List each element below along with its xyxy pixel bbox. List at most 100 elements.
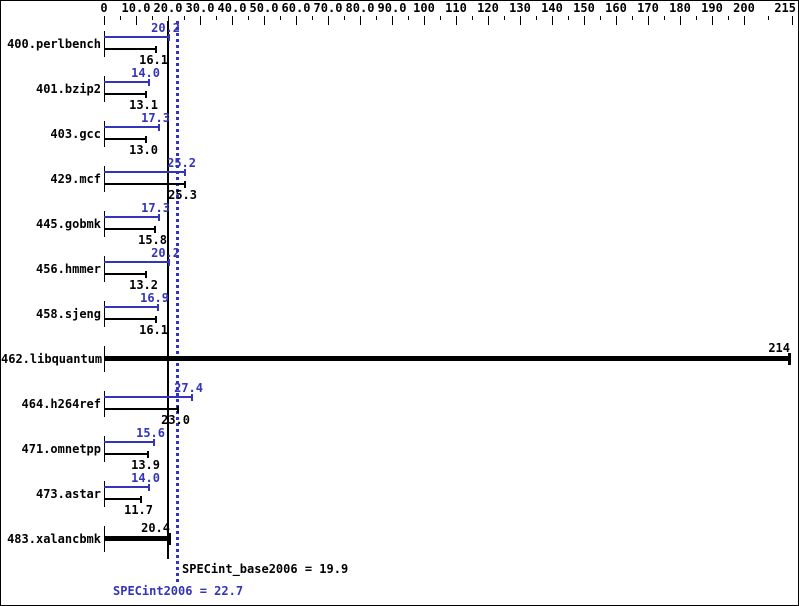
axis-tick-label: 150 — [573, 1, 595, 15]
row-whisker — [104, 211, 105, 237]
axis-tick-label: 40.0 — [217, 1, 247, 15]
base-bar-endcap — [184, 181, 186, 188]
benchmark-label: 458.sjeng — [35, 307, 101, 321]
peak-bar — [104, 441, 154, 443]
benchmark-label: 456.hmmer — [35, 262, 101, 276]
base-bar-endcap — [145, 271, 147, 278]
peak-value-label: 14.0 — [131, 66, 160, 80]
benchmark-label: 471.omnetpp — [21, 442, 101, 456]
peak-value-label: 15.6 — [136, 426, 165, 440]
peak-value-label: 20.2 — [151, 21, 180, 35]
row-whisker — [104, 121, 105, 147]
base-value-label: 13.9 — [131, 458, 160, 472]
base-bar-endcap — [154, 226, 156, 233]
base-bar — [104, 228, 155, 230]
axis-tick-label: 170 — [637, 1, 659, 15]
axis-tick-minor — [248, 16, 249, 20]
base-bar — [104, 273, 146, 275]
peak-bar-endcap — [158, 214, 160, 221]
axis-tick-major — [136, 16, 137, 25]
base-bar — [104, 183, 185, 185]
benchmark-label: 401.bzip2 — [35, 82, 101, 96]
axis-tick-major — [456, 16, 457, 25]
axis-tick-minor — [408, 16, 409, 20]
peak-bar — [104, 306, 158, 308]
benchmark-label: 400.perlbench — [7, 37, 101, 51]
combined-bar-endcap — [788, 353, 791, 365]
row-whisker — [104, 391, 105, 417]
axis-tick-minor — [472, 16, 473, 20]
base-mean-label: SPECint_base2006 = 19.9 — [182, 562, 349, 576]
axis-tick-minor — [728, 16, 729, 20]
base-value-label: 13.1 — [129, 98, 158, 112]
base-value-label: 11.7 — [124, 503, 153, 517]
benchmark-label: 462.libquantum — [1, 352, 103, 366]
axis-tick-major — [712, 16, 713, 25]
axis-tick-major — [360, 16, 361, 25]
base-value-label: 13.0 — [129, 143, 158, 157]
axis-tick-label: 160 — [605, 1, 627, 15]
peak-value-label: 27.4 — [174, 381, 203, 395]
axis-tick-minor — [632, 16, 633, 20]
axis-tick-major — [648, 16, 649, 25]
base-bar-endcap — [177, 406, 179, 413]
axis-tick-major — [104, 16, 105, 25]
row-whisker — [104, 166, 105, 192]
peak-bar-endcap — [191, 394, 193, 401]
axis-tick-label: 60.0 — [281, 1, 311, 15]
peak-bar-endcap — [157, 304, 159, 311]
peak-value-label: 14.0 — [131, 471, 160, 485]
benchmark-label: 473.astar — [35, 487, 101, 501]
peak-bar — [104, 216, 159, 218]
base-bar-endcap — [155, 316, 157, 323]
peak-bar-endcap — [184, 169, 186, 176]
axis-tick-major — [168, 16, 169, 25]
peak-value-label: 17.3 — [141, 111, 170, 125]
axis-tick-minor — [664, 16, 665, 20]
base-value-label: 13.2 — [129, 278, 158, 292]
base-value-label: 25.3 — [168, 188, 197, 202]
axis-tick-label: 180 — [669, 1, 691, 15]
base-bar — [104, 498, 141, 500]
axis-tick-major — [584, 16, 585, 25]
benchmark-label: 403.gcc — [50, 127, 101, 141]
peak-bar — [104, 486, 149, 488]
peak-bar-endcap — [148, 484, 150, 491]
axis-tick-minor — [344, 16, 345, 20]
base-bar — [104, 48, 156, 50]
axis-tick-label: 130 — [509, 1, 531, 15]
peak-bar — [104, 261, 169, 263]
base-value-label: 15.8 — [138, 233, 167, 247]
axis-tick-minor — [280, 16, 281, 20]
peak-bar — [104, 171, 185, 173]
axis-tick-minor — [504, 16, 505, 20]
base-bar — [104, 93, 146, 95]
peak-value-label: 17.3 — [141, 201, 170, 215]
peak-mean-line — [176, 21, 179, 583]
axis-tick-minor — [216, 16, 217, 20]
axis-tick-minor — [768, 16, 769, 20]
benchmark-label: 483.xalancbmk — [7, 532, 101, 546]
axis-tick-major — [520, 16, 521, 25]
axis-tick-major — [392, 16, 393, 25]
combined-bar-endcap — [168, 533, 171, 545]
row-whisker — [104, 76, 105, 102]
combined-value-label: 214 — [768, 341, 790, 355]
axis-tick-major — [744, 16, 745, 25]
axis-tick-label: 120 — [477, 1, 499, 15]
axis-tick-major — [680, 16, 681, 25]
axis-tick-minor — [536, 16, 537, 20]
combined-bar — [104, 356, 789, 361]
axis-tick-major — [232, 16, 233, 25]
axis-tick-minor — [440, 16, 441, 20]
axis-tick-major — [296, 16, 297, 25]
axis-tick-label: 0 — [100, 1, 108, 15]
base-bar-endcap — [145, 91, 147, 98]
peak-value-label: 20.2 — [151, 246, 180, 260]
benchmark-label: 445.gobmk — [35, 217, 101, 231]
axis-tick-minor — [312, 16, 313, 20]
axis-tick-minor — [376, 16, 377, 20]
axis-tick-label: 70.0 — [313, 1, 343, 15]
benchmark-label: 464.h264ref — [21, 397, 101, 411]
